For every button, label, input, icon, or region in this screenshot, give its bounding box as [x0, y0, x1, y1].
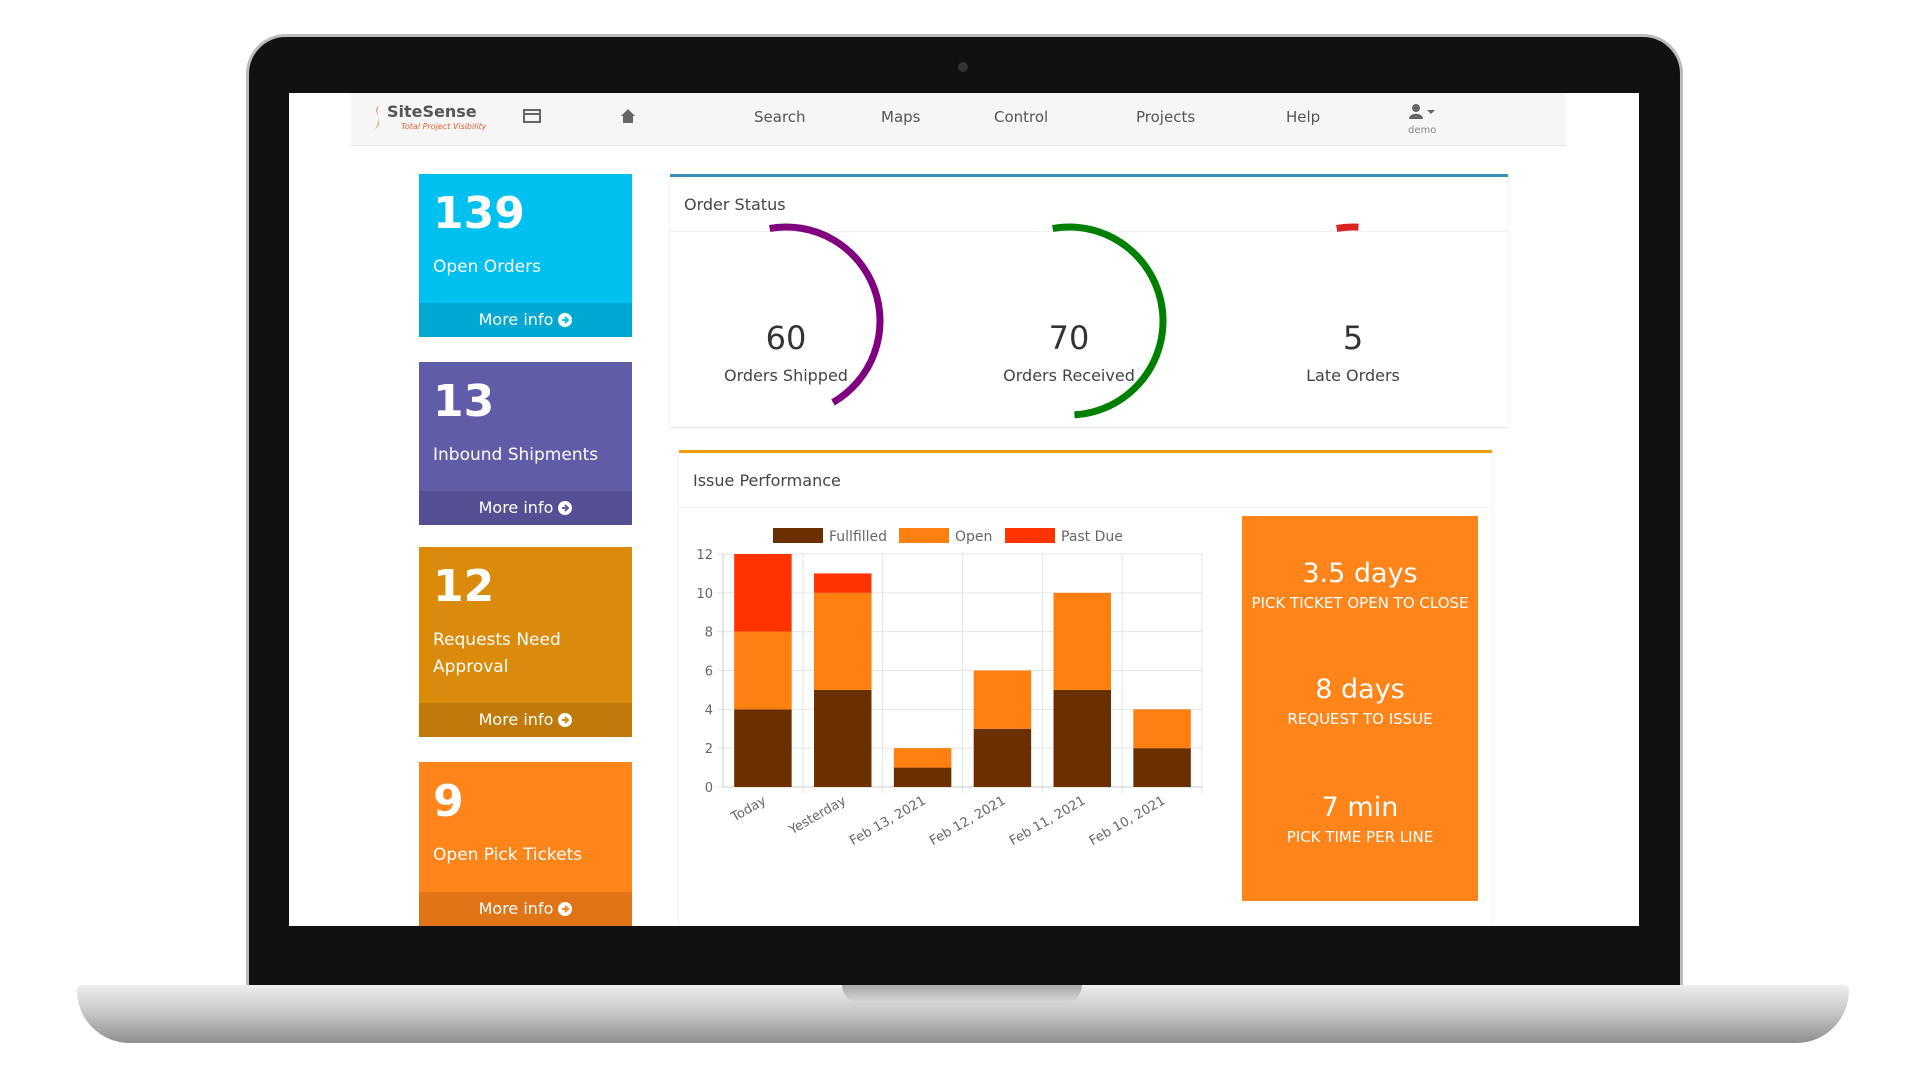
stat-card: 139 Open Orders More info — [419, 174, 632, 337]
bar-segment — [1053, 592, 1111, 690]
y-tick-label: 10 — [696, 587, 713, 602]
home-icon[interactable] — [620, 108, 636, 124]
bar-segment — [973, 670, 1032, 729]
y-tick-label: 6 — [705, 665, 713, 680]
bar-segment — [814, 573, 872, 593]
y-tick-label: 4 — [705, 703, 713, 718]
x-tick-label: Feb 10, 2021 — [1087, 793, 1168, 849]
x-tick-label: Today — [728, 793, 769, 825]
brand[interactable]: SiteSense — [387, 102, 477, 121]
card-label: Open Orders — [433, 257, 541, 277]
more-info-text[interactable]: More info — [478, 899, 554, 918]
calendar-icon[interactable] — [523, 109, 541, 123]
gauge-label: Late Orders — [1306, 366, 1400, 385]
navbar: SiteSense Total Project Visibility demo … — [351, 93, 1566, 146]
arrow-icon — [558, 713, 573, 727]
divider — [679, 507, 1492, 508]
gauge-arc — [1336, 223, 1359, 232]
y-tick-label: 8 — [705, 626, 713, 641]
card-value: 9 — [433, 776, 464, 827]
nav-link[interactable]: Control — [994, 108, 1049, 126]
card-label: Open Pick Tickets — [433, 845, 583, 865]
stat-card: 13 Inbound Shipments More info — [419, 362, 632, 525]
kpi-box: 3.5 days PICK TICKET OPEN TO CLOSE 8 days R… — [1242, 516, 1478, 901]
arrow-icon — [558, 501, 573, 515]
bar-segment — [1133, 709, 1191, 749]
card-label: Inbound Shipments — [433, 445, 599, 465]
more-info[interactable]: More info — [419, 491, 632, 525]
kpi-value: 7 min — [1321, 792, 1399, 823]
bar-segment — [893, 748, 952, 768]
bar-segment — [734, 631, 792, 710]
legend-swatch — [899, 528, 949, 543]
bar-segment — [814, 689, 872, 787]
legend-swatch — [1005, 528, 1055, 543]
order-status-panel: Order Status — [670, 174, 1508, 427]
y-tick-label: 0 — [705, 781, 713, 796]
more-info-text[interactable]: More info — [478, 710, 554, 729]
nav-link[interactable]: Help — [1286, 108, 1321, 126]
gauge-value: 60 — [766, 319, 807, 357]
bar-segment — [1053, 689, 1111, 787]
gauge-value: 5 — [1343, 319, 1363, 357]
x-tick-label: Yesterday — [786, 793, 849, 838]
y-tick-label: 2 — [705, 742, 713, 757]
bar-segment — [1133, 748, 1191, 787]
arrow-icon — [558, 313, 573, 327]
legend-label: Open — [955, 529, 992, 545]
gauge-label: Orders Received — [1003, 366, 1135, 385]
more-info[interactable]: More info — [419, 303, 632, 337]
laptop-notch — [842, 985, 1082, 1003]
card-label: Requests Need Approval — [433, 630, 561, 677]
bar-segment — [893, 767, 952, 787]
user-icon[interactable] — [1408, 103, 1436, 121]
legend-label: Fullfilled — [829, 529, 887, 545]
screen: SiteSense Total Project Visibility demo … — [289, 93, 1639, 926]
kpi-label: PICK TICKET OPEN TO CLOSE — [1251, 594, 1469, 612]
kpi-value: 8 days — [1315, 674, 1405, 705]
gauge-value: 70 — [1049, 319, 1090, 357]
nav-link[interactable]: Maps — [881, 108, 921, 126]
kpi-value: 3.5 days — [1302, 558, 1418, 589]
card-value: 139 — [433, 188, 525, 239]
kpi-label: PICK TIME PER LINE — [1286, 828, 1434, 846]
nav-link[interactable]: Search — [754, 108, 806, 126]
card-value: 12 — [433, 561, 495, 612]
gauge-label: Orders Shipped — [724, 366, 848, 385]
panel-title: Issue Performance — [693, 471, 841, 490]
x-tick-label: Feb 13, 2021 — [847, 793, 928, 849]
bar-segment — [734, 554, 792, 632]
bar-segment — [814, 592, 872, 690]
gauge-arc — [1052, 223, 1167, 419]
stat-card: 12 Requests Need Approval More info — [419, 547, 632, 737]
stat-card: 9 Open Pick Tickets More info — [419, 762, 632, 926]
kpi-label: REQUEST TO ISSUE — [1287, 710, 1433, 728]
legend-swatch — [773, 528, 823, 543]
gauge-arc — [769, 223, 884, 406]
arrow-icon — [558, 902, 573, 916]
x-tick-label: Feb 11, 2021 — [1007, 793, 1088, 849]
more-info[interactable]: More info — [419, 892, 632, 926]
bar-segment — [734, 709, 792, 787]
more-info-text[interactable]: More info — [478, 498, 554, 517]
user-name: demo — [1408, 125, 1437, 136]
x-tick-label: Feb 12, 2021 — [927, 793, 1008, 849]
y-tick-label: 12 — [696, 548, 713, 563]
camera — [958, 62, 968, 72]
card-value: 13 — [433, 376, 495, 427]
nav-link[interactable]: Projects — [1136, 108, 1196, 126]
logo-icon — [375, 105, 380, 129]
panel-title: Order Status — [684, 195, 786, 214]
bar-segment — [973, 728, 1032, 787]
more-info-text[interactable]: More info — [478, 310, 554, 329]
legend-label: Past Due — [1061, 529, 1123, 545]
more-info[interactable]: More info — [419, 703, 632, 737]
tagline: Total Project Visibility — [401, 122, 487, 131]
